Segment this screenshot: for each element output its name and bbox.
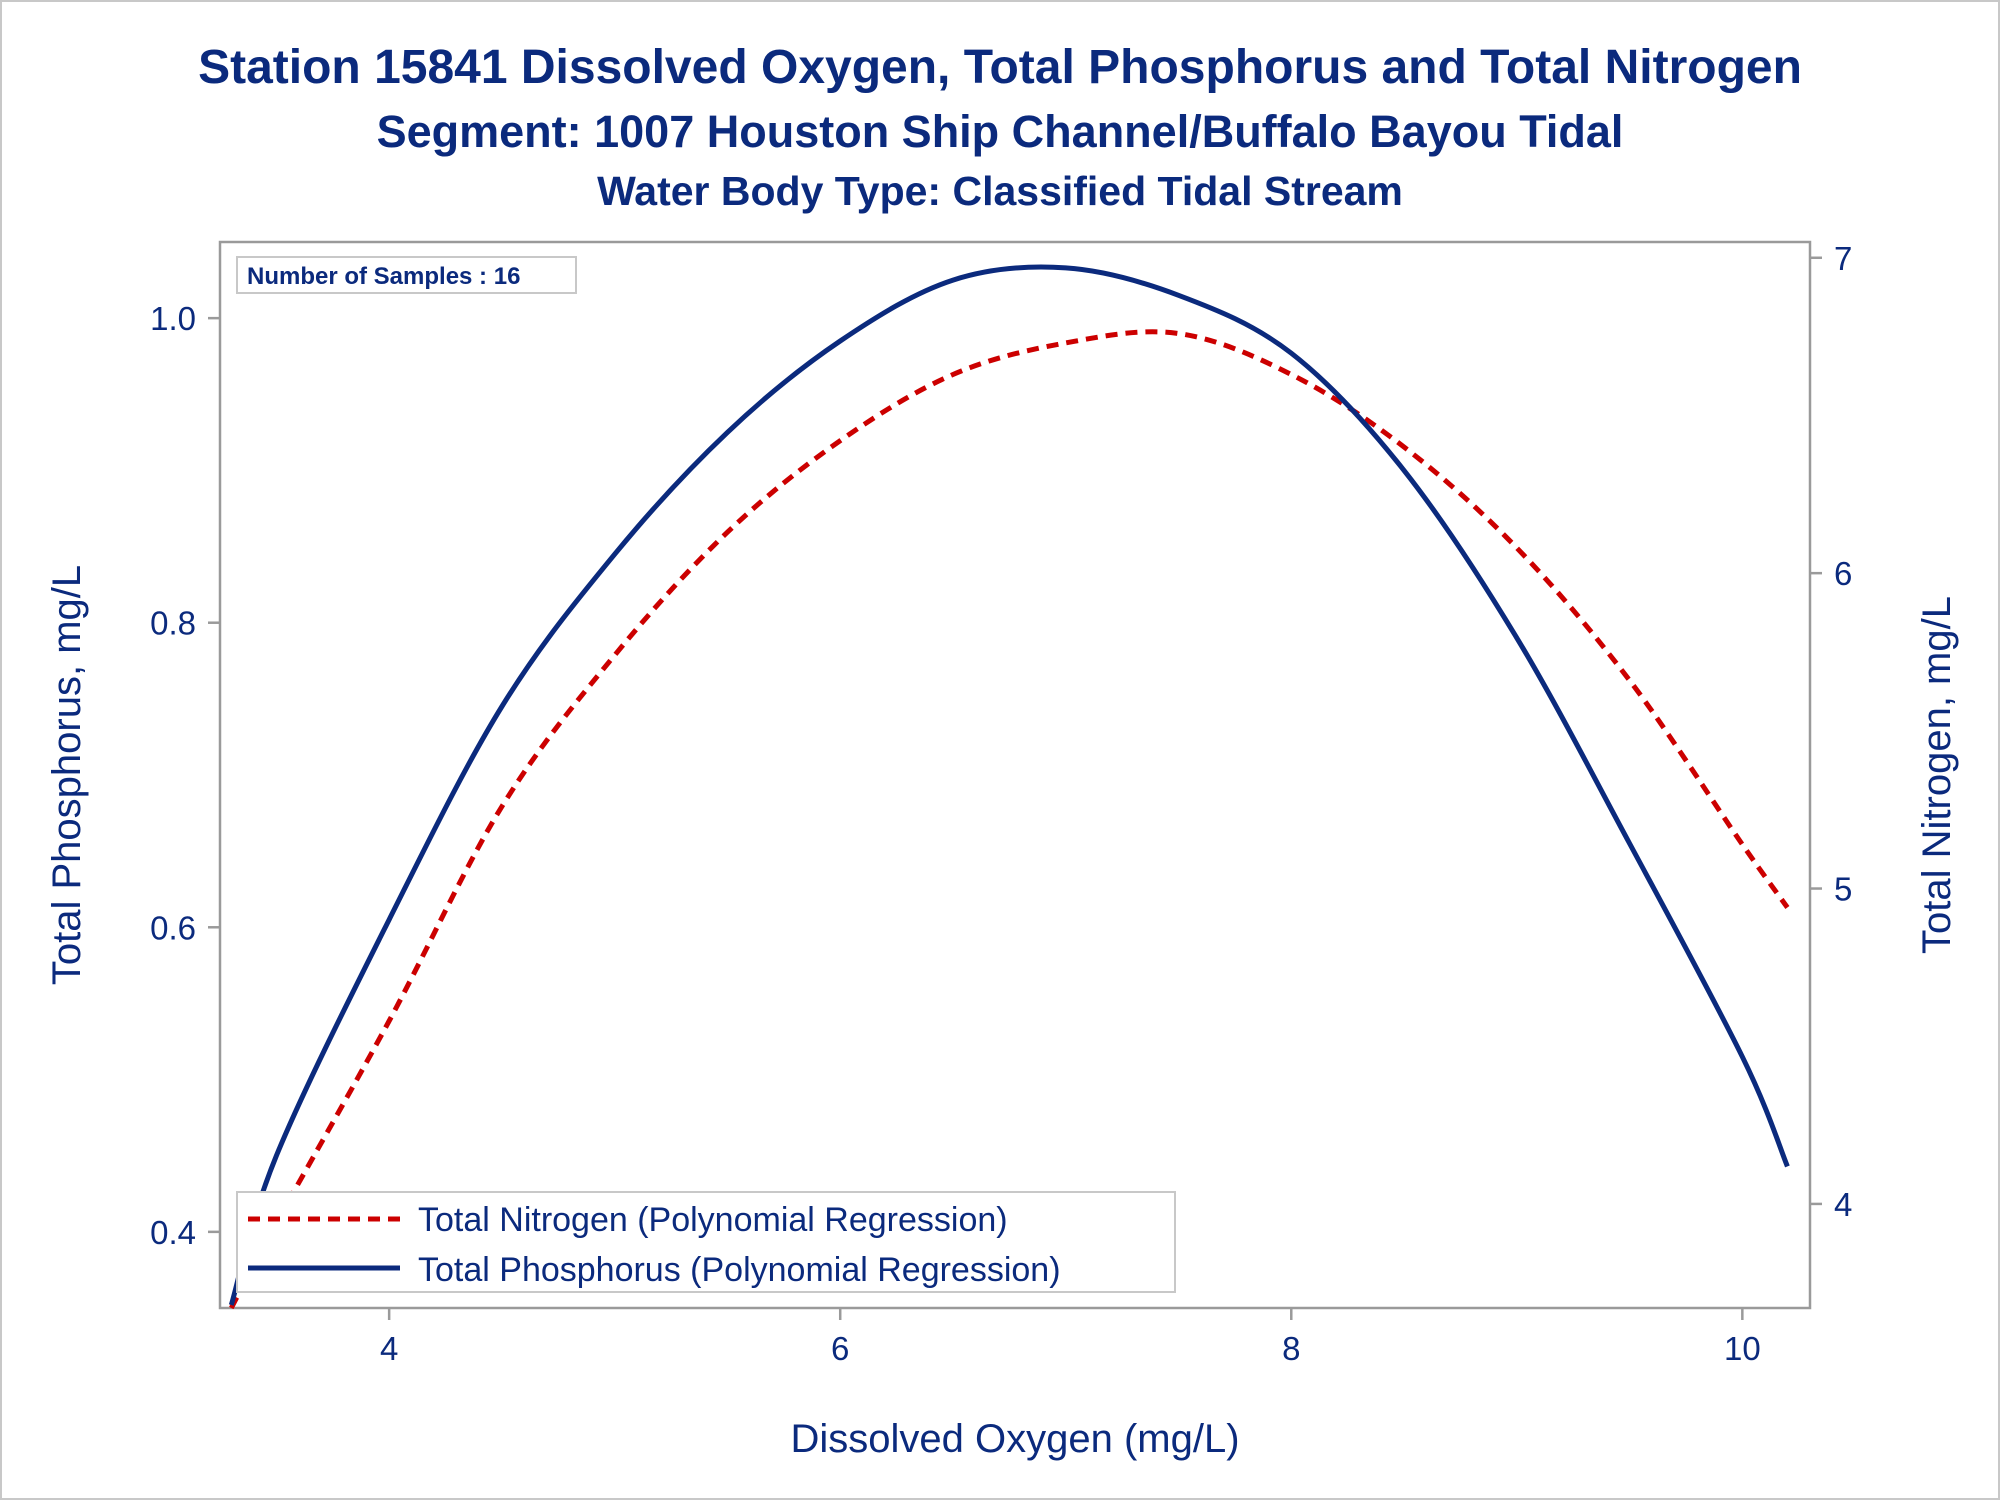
x-axis-ticks: 4 6 8 10 — [380, 1308, 1761, 1367]
chart-subtitle-2: Water Body Type: Classified Tidal Stream — [597, 168, 1403, 214]
legend: Total Nitrogen (Polynomial Regression) T… — [236, 1191, 1176, 1293]
y-tick-label: 0.8 — [150, 605, 196, 642]
y-tick-label: 1.0 — [150, 300, 196, 337]
y2-axis-label: Total Nitrogen, mg/L — [1915, 596, 1959, 954]
x-axis-label: Dissolved Oxygen (mg/L) — [790, 1417, 1239, 1461]
sample-count-text: Number of Samples : 16 — [247, 263, 520, 290]
y-tick-label: 0.4 — [150, 1214, 196, 1251]
y2-tick-label: 7 — [1834, 240, 1852, 277]
y2-tick-label: 6 — [1834, 555, 1852, 592]
y-tick-label: 0.6 — [150, 909, 196, 946]
series-layer — [228, 264, 1790, 1310]
legend-label-nitrogen: Total Nitrogen (Polynomial Regression) — [418, 1201, 1008, 1239]
y2-tick-label: 5 — [1834, 871, 1852, 908]
chart-title: Station 15841 Dissolved Oxygen, Total Ph… — [198, 41, 1802, 94]
sample-count-inset: Number of Samples : 16 — [236, 256, 577, 294]
y2-tick-label: 4 — [1834, 1186, 1852, 1223]
chart-subtitle: Segment: 1007 Houston Ship Channel/Buffa… — [376, 106, 1624, 157]
y-axis-ticks: 0.4 0.6 0.8 1.0 — [150, 300, 220, 1251]
x-tick-label: 4 — [380, 1330, 398, 1367]
legend-label-phosphorus: Total Phosphorus (Polynomial Regression) — [418, 1251, 1061, 1289]
x-tick-label: 6 — [831, 1330, 849, 1367]
x-tick-label: 8 — [1282, 1330, 1300, 1367]
x-tick-label: 10 — [1724, 1330, 1761, 1367]
y2-axis-ticks: 4 5 6 7 — [1810, 240, 1852, 1223]
y-axis-label: Total Phosphorus, mg/L — [45, 565, 89, 985]
series-line-phosphorus — [228, 264, 1790, 1306]
plot-area — [218, 240, 1812, 1310]
